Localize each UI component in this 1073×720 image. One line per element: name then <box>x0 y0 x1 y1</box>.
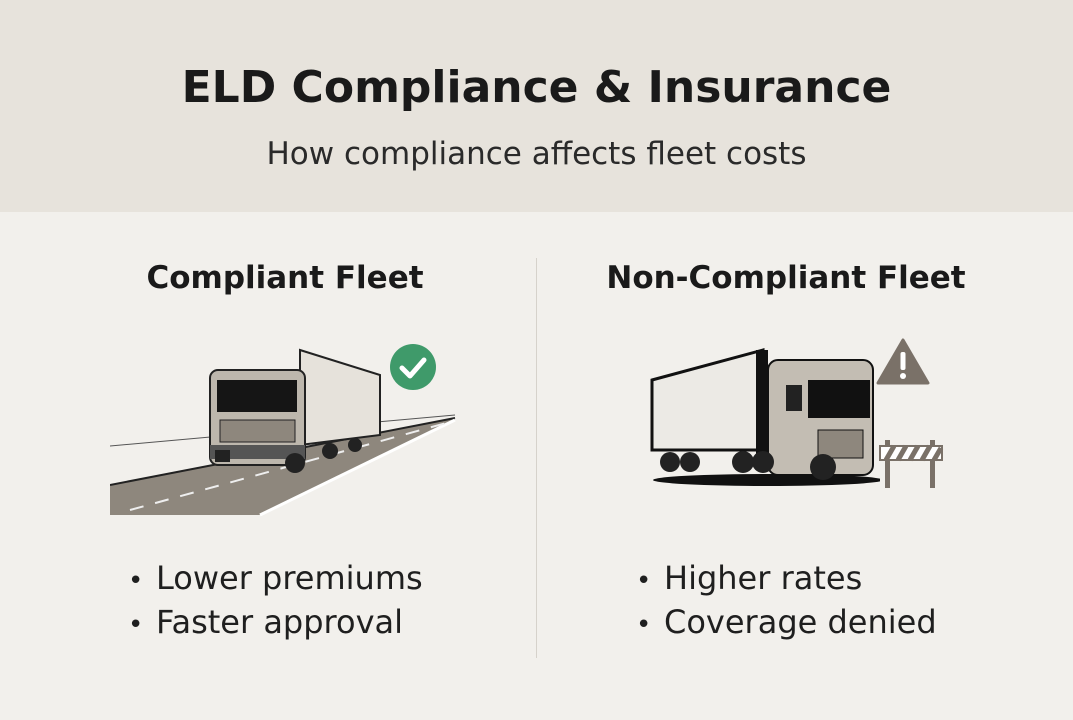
list-item: Lower premiums <box>128 556 423 600</box>
check-circle-icon <box>390 344 436 390</box>
warning-triangle-icon <box>876 338 930 385</box>
list-item: Higher rates <box>636 556 937 600</box>
page-subtitle: How compliance affects fleet costs <box>266 136 807 172</box>
column-divider <box>536 258 537 658</box>
non-compliant-bullets: Higher rates Coverage denied <box>636 556 937 644</box>
non-compliant-truck-icon <box>650 348 880 486</box>
non-compliant-title: Non-Compliant Fleet <box>606 260 966 296</box>
header: ELD Compliance & Insurance How complianc… <box>0 0 1073 212</box>
road-barrier-icon <box>879 440 944 488</box>
compliant-bullets: Lower premiums Faster approval <box>128 556 423 644</box>
compliant-truck-icon <box>209 348 381 473</box>
compliant-title: Compliant Fleet <box>146 260 424 296</box>
list-item: Faster approval <box>128 600 423 644</box>
list-item: Coverage denied <box>636 600 937 644</box>
page-title: ELD Compliance & Insurance <box>181 62 892 113</box>
